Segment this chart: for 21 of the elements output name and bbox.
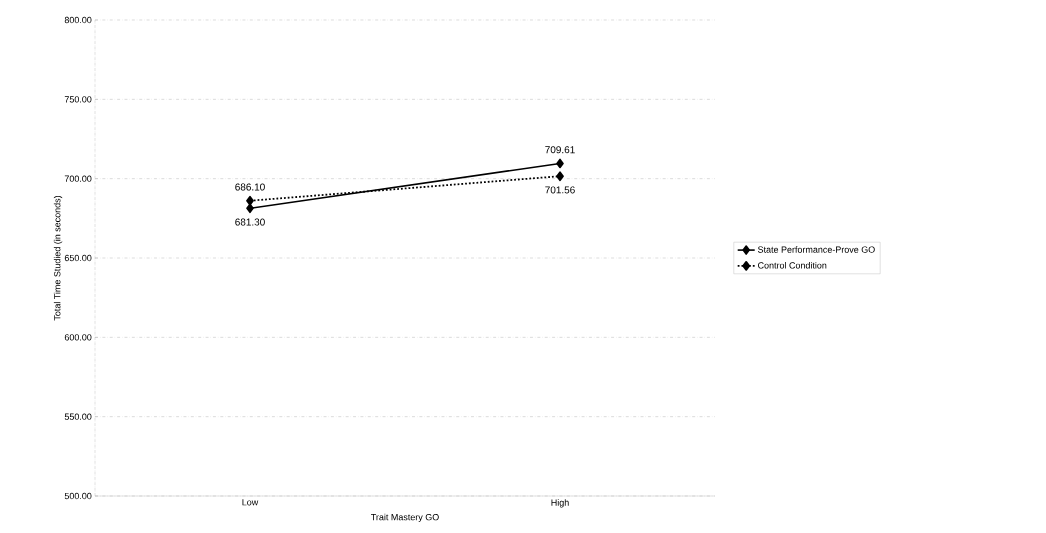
point [556, 171, 564, 182]
point [246, 203, 254, 214]
y-tick-label: 700.00 [64, 175, 92, 182]
legend-label: Control Condition [758, 261, 827, 269]
data-label: 681.30 [235, 218, 265, 226]
point [556, 158, 564, 169]
data-label: 701.56 [545, 186, 575, 194]
y-axis-title: Total Time Studied (in seconds) [53, 195, 63, 321]
data-label: 686.10 [235, 183, 265, 191]
data-label: 709.61 [545, 146, 575, 154]
y-tick-label: 550.00 [64, 413, 92, 420]
y-tick-label: 750.00 [64, 96, 92, 103]
y-tick-label: 600.00 [64, 334, 92, 341]
point [246, 195, 254, 206]
y-tick-label: 800.00 [64, 16, 92, 24]
x-tick-label: Low [242, 499, 259, 506]
legend-label: State Performance-Prove GO [757, 246, 875, 253]
y-tick-label: 500.00 [64, 492, 92, 500]
y-tick-label: 650.00 [64, 254, 92, 262]
x-axis-title: Trait Mastery GO [371, 513, 439, 523]
x-tick-label: High [551, 499, 569, 508]
